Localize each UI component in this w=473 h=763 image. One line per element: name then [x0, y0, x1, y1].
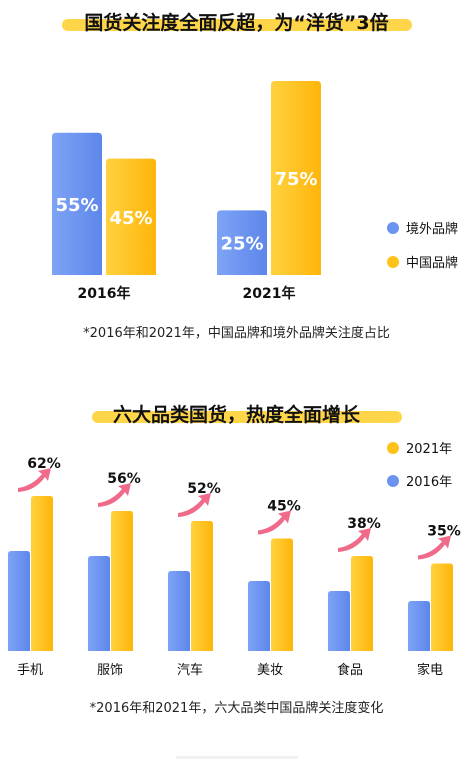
- category-label: 食品: [337, 662, 363, 678]
- chart2-footnote: *2016年和2021年，六大品类中国品牌关注度变化: [89, 701, 384, 716]
- data-label: 56%: [107, 471, 141, 487]
- bar: [52, 132, 102, 275]
- bar: [408, 601, 430, 651]
- bar: [271, 81, 321, 275]
- category-label: 服饰: [97, 663, 123, 678]
- category-label: 2021年: [243, 285, 296, 302]
- bar: [217, 210, 267, 275]
- title-highlight: [62, 19, 412, 31]
- chart1-title: 国货关注度全面反超，为“洋货”3倍: [0, 8, 473, 34]
- bar: [8, 551, 30, 651]
- title-highlight: [92, 411, 402, 423]
- legend-marker: [387, 256, 399, 268]
- category-label: 手机: [17, 663, 43, 678]
- trend-arrow-icon: [338, 528, 371, 552]
- legend-marker: [387, 442, 399, 454]
- category-label: 家电: [417, 662, 443, 678]
- chart1-title-text: 国货关注度全面反超，为“洋货”3倍: [84, 12, 389, 34]
- bar: [351, 556, 373, 651]
- bar: [248, 581, 270, 651]
- trend-arrow-icon: [258, 510, 291, 535]
- data-label: 62%: [27, 456, 61, 472]
- data-label: 45%: [267, 499, 301, 515]
- bar: [88, 556, 110, 651]
- bar: [106, 158, 156, 275]
- legend-label: 境外品牌: [406, 221, 458, 237]
- data-label: 55%: [55, 195, 98, 216]
- chart2-title-text: 六大品类国货，热度全面增长: [112, 404, 360, 426]
- trend-arrow-icon: [178, 493, 211, 517]
- chart2-title: 六大品类国货，热度全面增长: [0, 400, 473, 426]
- bar: [191, 521, 213, 651]
- bottom-divider: [176, 756, 298, 759]
- bar: [328, 591, 350, 651]
- data-label: 38%: [347, 516, 381, 532]
- trend-arrow-icon: [98, 483, 131, 507]
- legend-marker: [387, 222, 399, 234]
- legend-marker: [387, 475, 399, 487]
- bar: [431, 563, 453, 651]
- category-label: 汽车: [177, 662, 203, 678]
- category-label: 2016年: [78, 285, 131, 302]
- trend-arrow-icon: [418, 535, 451, 560]
- data-label: 75%: [274, 169, 317, 190]
- bar: [271, 538, 293, 651]
- data-label: 45%: [109, 208, 152, 229]
- bar: [168, 571, 190, 651]
- legend-label: 中国品牌: [406, 255, 458, 271]
- data-label: 52%: [187, 481, 221, 497]
- legend-label: 2021年: [406, 442, 452, 457]
- legend-label: 2016年: [406, 475, 452, 490]
- bar: [111, 511, 133, 651]
- data-label: 35%: [427, 524, 461, 540]
- chart1-footnote: *2016年和2021年，中国品牌和境外品牌关注度占比: [83, 326, 390, 341]
- bar: [31, 496, 53, 651]
- data-label: 25%: [220, 234, 263, 255]
- trend-arrow-icon: [18, 468, 51, 492]
- category-label: 美妆: [257, 663, 283, 678]
